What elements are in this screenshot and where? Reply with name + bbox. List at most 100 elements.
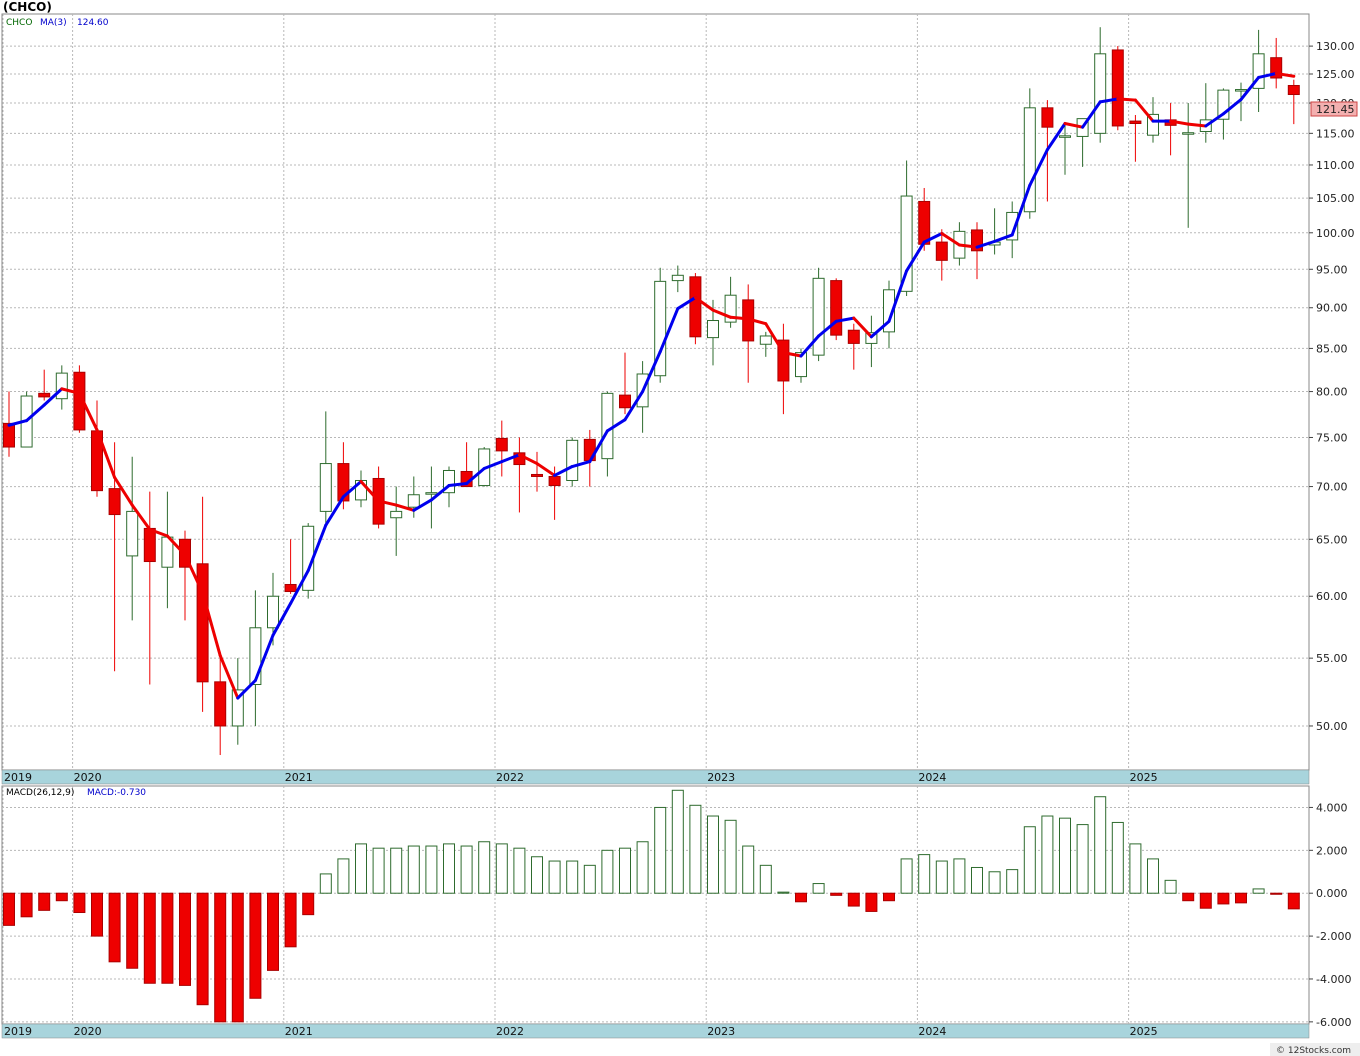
year-label: 2024: [918, 771, 946, 784]
macd-tick-label: -6.000: [1316, 1016, 1351, 1029]
macd-bar: [20, 892, 33, 918]
macd-bar: [231, 892, 244, 1023]
ma-line-segment: [42, 387, 64, 407]
ma-line-segment: [869, 319, 891, 339]
ma-line-segment: [1169, 119, 1190, 126]
candle-body: [1111, 49, 1124, 127]
chart-title: (CHCO): [3, 0, 52, 14]
year-label: 2019: [4, 1025, 32, 1038]
candle-body: [548, 475, 561, 487]
macd-tick-label: 4.000: [1316, 801, 1348, 814]
macd-bar: [707, 815, 719, 894]
candle-body: [55, 372, 68, 400]
macd-bar: [1059, 817, 1071, 894]
ma-line-segment: [517, 453, 539, 466]
macd-bar: [583, 864, 596, 894]
macd-bar: [1270, 892, 1283, 895]
macd-bar: [196, 892, 209, 1006]
ma-line-segment: [641, 350, 662, 394]
ma-line-segment: [553, 465, 574, 477]
macd-bar: [372, 847, 385, 894]
macd-bar: [777, 891, 790, 894]
price-tick-label: 100.00: [1316, 227, 1355, 240]
ma-line-segment: [306, 523, 328, 573]
ma-line-segment: [429, 484, 451, 502]
macd-bar: [1199, 892, 1212, 909]
ma-line-segment: [729, 315, 750, 321]
ma-line-segment: [764, 322, 785, 355]
year-label: 2020: [74, 1025, 102, 1038]
ma-line-segment: [447, 482, 469, 488]
macd-bar: [443, 843, 455, 894]
macd-bar: [1235, 892, 1247, 904]
macd-bar: [935, 860, 948, 894]
price-tick-label: 110.00: [1316, 159, 1355, 172]
last-price-label: 121.45: [1316, 103, 1355, 116]
candle-body: [231, 689, 244, 727]
ma-line-segment: [1028, 148, 1049, 187]
year-label: 2025: [1130, 771, 1158, 784]
macd-bar: [865, 892, 878, 912]
ma-line-segment: [676, 296, 697, 311]
macd-bar: [267, 892, 279, 971]
candle-body: [601, 392, 614, 460]
price-panel: 2019 2020 2021 2022 2023 2024 2025 50.00 55.00 60…: [1, 13, 1355, 785]
ma-line-segment: [359, 480, 381, 503]
price-tick-label: 65.00: [1316, 533, 1348, 546]
price-tick-label: 80.00: [1316, 386, 1348, 399]
candle-body: [73, 371, 86, 431]
ma-line-segment: [1045, 122, 1067, 152]
macd-bar: [795, 892, 807, 903]
ma-line-segment: [183, 553, 205, 595]
ma-line-segment: [1274, 71, 1296, 78]
macd-tick-label: 2.000: [1316, 844, 1348, 857]
macd-bar: [619, 847, 631, 894]
candle-body: [883, 289, 895, 333]
candle-body: [1182, 132, 1195, 135]
macd-bar: [1041, 815, 1054, 894]
macd-bar: [1252, 888, 1265, 894]
ma-line-segment: [271, 601, 293, 637]
candle-body: [1059, 135, 1071, 138]
macd-bar: [531, 856, 543, 894]
macd-bar: [742, 845, 755, 894]
candle-body: [935, 241, 948, 261]
macd-bar: [724, 819, 737, 894]
ma-line-segment: [588, 429, 609, 464]
macd-bar: [1164, 879, 1177, 894]
ma-line-segment: [236, 678, 257, 700]
macd-bar: [953, 858, 966, 894]
macd-bar: [1129, 843, 1142, 894]
macd-bar: [91, 892, 103, 937]
candle-body: [1006, 211, 1019, 241]
macd-bar: [689, 804, 702, 894]
candle-body: [495, 437, 508, 452]
ma-line-segment: [394, 503, 416, 512]
watermark: © 12Stocks.com: [1276, 1046, 1351, 1056]
ma-line-segment: [465, 467, 486, 486]
ma-line-segment: [1257, 71, 1278, 79]
ma-line-segment: [7, 419, 29, 427]
candle-body: [284, 583, 297, 593]
macd-legend-value: MACD:-0.730: [87, 788, 146, 798]
macd-bar: [495, 843, 508, 894]
year-label: 2022: [496, 1025, 524, 1038]
ma-line-segment: [500, 453, 521, 464]
macd-bar: [38, 892, 51, 911]
ma-line-segment: [60, 387, 81, 395]
candle-body: [425, 492, 438, 495]
ma-line-segment: [253, 633, 275, 682]
candle-body: [3, 422, 15, 448]
macd-bar: [1076, 824, 1089, 894]
candle-body: [759, 335, 772, 345]
ma-line-segment: [1133, 98, 1155, 123]
macd-bar: [390, 847, 403, 894]
price-legend-ma-value: 124.60: [77, 18, 109, 28]
macd-bar: [1006, 869, 1019, 894]
price-legend-ma-label: MA(3): [40, 18, 67, 28]
ma-line-segment: [1063, 122, 1085, 129]
ma-line-segment: [341, 480, 363, 499]
ma-line-segment: [957, 243, 979, 249]
ma-line-segment: [658, 307, 680, 354]
